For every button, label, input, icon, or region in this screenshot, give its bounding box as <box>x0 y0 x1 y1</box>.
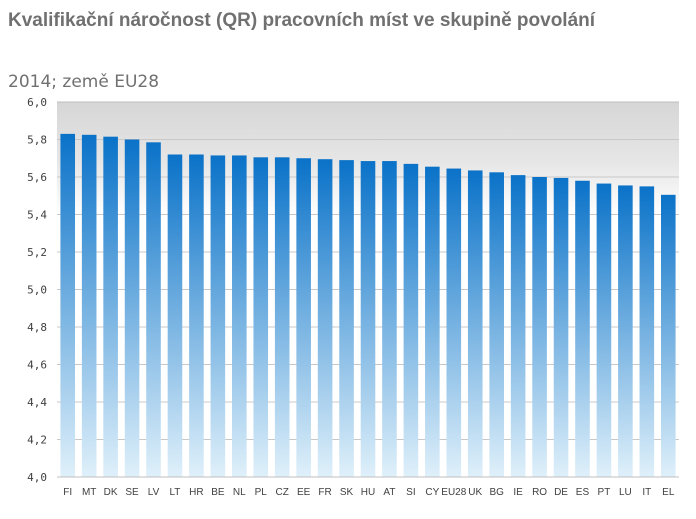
y-tick-label: 5,6 <box>27 171 47 184</box>
y-tick-label: 4,0 <box>27 471 47 484</box>
x-tick-label: MT <box>82 487 96 498</box>
x-tick-label: RO <box>532 487 547 498</box>
bar-de <box>553 177 569 477</box>
x-tick-label: HU <box>361 487 375 498</box>
bar-fi <box>60 133 76 477</box>
x-tick-label: IE <box>513 487 523 498</box>
x-tick-label: EU28 <box>441 487 466 498</box>
bar-pt <box>596 183 612 477</box>
x-tick-label: AT <box>383 487 395 498</box>
bar-it <box>639 186 655 477</box>
x-tick-label: IT <box>642 487 651 498</box>
chart-subtitle: 2014; země EU28 <box>8 72 160 92</box>
y-tick-label: 5,4 <box>27 209 47 222</box>
x-tick-label: LT <box>169 487 180 498</box>
bar-eu28 <box>446 168 462 477</box>
bar-sk <box>339 160 354 477</box>
x-tick-label: EE <box>297 487 311 498</box>
y-tick-label: 4,2 <box>27 434 47 447</box>
x-tick-label: BG <box>489 487 504 498</box>
x-tick-label: SE <box>125 487 139 498</box>
bar-ro <box>532 177 547 477</box>
bar-lv <box>146 142 161 477</box>
bar-el <box>660 194 676 477</box>
bar-lt <box>167 154 183 477</box>
bar-hr <box>189 154 204 477</box>
bar-be <box>210 155 226 477</box>
x-tick-label: EL <box>662 487 675 498</box>
bar-cy <box>425 166 440 477</box>
bar-at <box>382 161 397 477</box>
bar-dk <box>103 136 118 477</box>
y-tick-label: 5,0 <box>27 284 47 297</box>
x-tick-label: DK <box>104 487 118 498</box>
x-tick-label: CY <box>425 487 439 498</box>
bar-ee <box>296 158 311 477</box>
y-tick-label: 4,6 <box>27 359 47 372</box>
y-tick-label: 5,2 <box>27 246 47 259</box>
x-tick-label: NL <box>233 487 246 498</box>
y-tick-label: 5,8 <box>27 134 47 147</box>
bar-lu <box>618 185 633 477</box>
bar-hu <box>360 161 376 477</box>
bar-cz <box>274 157 290 477</box>
x-tick-label: FI <box>63 487 72 498</box>
x-tick-label: FR <box>318 487 331 498</box>
x-tick-label: SI <box>406 487 415 498</box>
x-tick-label: PL <box>255 487 268 498</box>
bar-uk <box>467 170 483 477</box>
bar-fr <box>317 159 333 477</box>
bar-mt <box>81 134 97 477</box>
bar-nl <box>232 155 247 477</box>
bar-si <box>403 163 419 477</box>
bar-bg <box>489 172 504 477</box>
y-tick-label: 4,4 <box>27 396 47 409</box>
x-tick-label: CZ <box>276 487 289 498</box>
x-tick-label: LU <box>619 487 632 498</box>
x-tick-label: UK <box>468 487 482 498</box>
x-tick-label: DE <box>554 487 568 498</box>
chart-title: Kvalifikační náročnost (QR) pracovních m… <box>8 10 596 31</box>
bar-se <box>124 139 140 477</box>
bar-es <box>575 180 590 477</box>
x-tick-label: PT <box>598 487 611 498</box>
x-tick-label: HR <box>189 487 203 498</box>
bar-pl <box>253 157 269 477</box>
x-tick-label: BE <box>211 487 225 498</box>
y-tick-label: 6,0 <box>27 96 47 109</box>
x-tick-label: ES <box>576 487 590 498</box>
x-tick-label: SK <box>340 487 354 498</box>
bar-ie <box>510 175 526 477</box>
y-tick-label: 4,8 <box>27 321 47 334</box>
x-tick-label: LV <box>148 487 160 498</box>
